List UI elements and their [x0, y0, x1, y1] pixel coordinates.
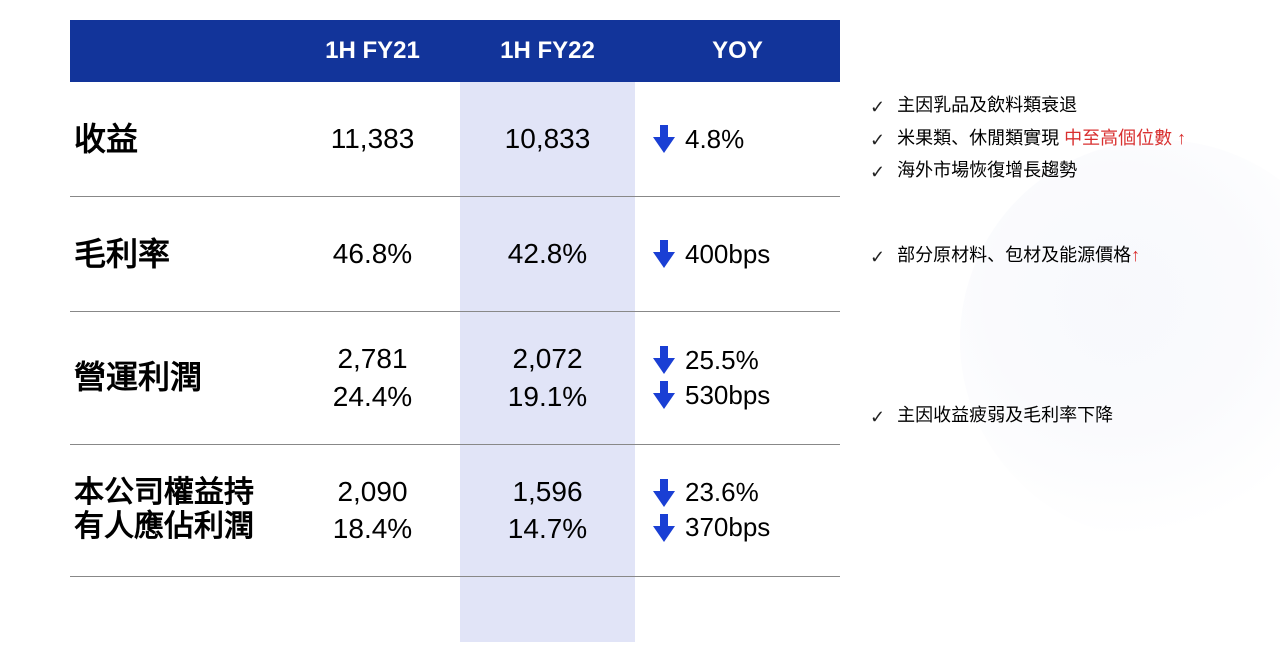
arrow-up-icon: ↑ — [1131, 245, 1140, 265]
cell-fy21: 2,090 18.4% — [285, 473, 460, 549]
note-text: 主因收益疲弱及毛利率下降 — [897, 400, 1113, 431]
cell-yoy: 400bps — [635, 239, 840, 270]
row-label-revenue: 收益 — [70, 121, 285, 158]
yoy-line: 23.6% — [653, 477, 840, 508]
row-label-gross-margin: 毛利率 — [70, 236, 285, 273]
cell-fy21: 11,383 — [285, 120, 460, 158]
note-block-revenue: ✓ 主因乳品及飲料類衰退 ✓ 米果類、休閒類實現 中至高個位數 ↑ ✓ 海外市場… — [870, 90, 1250, 230]
yoy-value: 25.5% — [685, 345, 759, 376]
note-text: 主因乳品及飲料類衰退 — [897, 90, 1077, 121]
note-text: 部分原材料、包材及能源價格↑ — [897, 240, 1140, 271]
cell-fy22: 2,072 19.1% — [460, 340, 635, 416]
cell-yoy: 25.5% 530bps — [635, 345, 840, 411]
yoy-line: 4.8% — [653, 124, 840, 155]
cell-yoy: 4.8% — [635, 124, 840, 155]
table-row: 本公司權益持 有人應佔利潤 2,090 18.4% 1,596 14.7% 23… — [70, 445, 840, 578]
cell-value: 24.4% — [285, 378, 460, 416]
cell-value: 19.1% — [460, 378, 635, 416]
cell-value: 2,090 — [285, 473, 460, 511]
row-label-net-profit: 本公司權益持 有人應佔利潤 — [70, 476, 285, 545]
yoy-value: 370bps — [685, 512, 770, 543]
check-icon: ✓ — [870, 242, 885, 273]
yoy-line: 400bps — [653, 239, 840, 270]
note-text-red: 中至高個位數 — [1064, 128, 1172, 148]
yoy-value: 23.6% — [685, 477, 759, 508]
table-row: 營運利潤 2,781 24.4% 2,072 19.1% 25.5% — [70, 312, 840, 445]
cell-value: 18.4% — [285, 510, 460, 548]
note-text-part: 部分原材料、包材及能源價格 — [897, 245, 1131, 265]
cell-fy21: 46.8% — [285, 235, 460, 273]
header-fy21: 1H FY21 — [285, 37, 460, 65]
yoy-line: 370bps — [653, 512, 840, 543]
check-icon: ✓ — [870, 92, 885, 123]
cell-value: 14.7% — [460, 510, 635, 548]
row-label-operating-profit: 營運利潤 — [70, 359, 285, 396]
yoy-value: 400bps — [685, 239, 770, 270]
label-line: 有人應佔利潤 — [74, 510, 285, 545]
yoy-line: 25.5% — [653, 345, 840, 376]
cell-fy22: 10,833 — [460, 120, 635, 158]
arrow-down-icon — [653, 479, 675, 507]
arrow-down-icon — [653, 514, 675, 542]
cell-fy21: 2,781 24.4% — [285, 340, 460, 416]
cell-fy22: 42.8% — [460, 235, 635, 273]
note-block-gross-margin: ✓ 部分原材料、包材及能源價格↑ — [870, 240, 1250, 390]
note-block-operating-profit: ✓ 主因收益疲弱及毛利率下降 — [870, 400, 1250, 530]
main-container: 1H FY21 1H FY22 YOY 收益 11,383 10,833 4.8… — [0, 0, 1280, 577]
notes-column: ✓ 主因乳品及飲料類衰退 ✓ 米果類、休閒類實現 中至高個位數 ↑ ✓ 海外市場… — [840, 20, 1250, 577]
check-icon: ✓ — [870, 402, 885, 433]
note-text: 米果類、休閒類實現 中至高個位數 ↑ — [897, 123, 1186, 154]
arrow-up-icon: ↑ — [1177, 128, 1186, 148]
note-text: 海外市場恢復增長趨勢 — [897, 155, 1077, 186]
cell-value: 1,596 — [460, 473, 635, 511]
check-icon: ✓ — [870, 157, 885, 188]
header-fy22: 1H FY22 — [460, 37, 635, 65]
cell-fy22: 1,596 14.7% — [460, 473, 635, 549]
label-line: 本公司權益持 — [74, 476, 285, 511]
table-row: 毛利率 46.8% 42.8% 400bps — [70, 197, 840, 312]
note-text-part: 米果類、休閒類實現 — [897, 128, 1064, 148]
table-header-row: 1H FY21 1H FY22 YOY — [70, 20, 840, 82]
arrow-down-icon — [653, 125, 675, 153]
yoy-value: 4.8% — [685, 124, 744, 155]
arrow-down-icon — [653, 240, 675, 268]
note-line: ✓ 部分原材料、包材及能源價格↑ — [870, 240, 1250, 273]
check-icon: ✓ — [870, 125, 885, 156]
note-line: ✓ 海外市場恢復增長趨勢 — [870, 155, 1250, 188]
financial-table: 1H FY21 1H FY22 YOY 收益 11,383 10,833 4.8… — [70, 20, 840, 577]
arrow-down-icon — [653, 346, 675, 374]
arrow-down-icon — [653, 381, 675, 409]
table-row: 收益 11,383 10,833 4.8% — [70, 82, 840, 197]
yoy-value: 530bps — [685, 380, 770, 411]
header-yoy: YOY — [635, 37, 840, 65]
yoy-line: 530bps — [653, 380, 840, 411]
table-body: 收益 11,383 10,833 4.8% 毛利率 46.8% 42.8% — [70, 82, 840, 577]
cell-value: 2,072 — [460, 340, 635, 378]
cell-value: 2,781 — [285, 340, 460, 378]
note-line: ✓ 主因收益疲弱及毛利率下降 — [870, 400, 1250, 433]
note-line: ✓ 主因乳品及飲料類衰退 — [870, 90, 1250, 123]
cell-yoy: 23.6% 370bps — [635, 477, 840, 543]
note-line: ✓ 米果類、休閒類實現 中至高個位數 ↑ — [870, 123, 1250, 156]
